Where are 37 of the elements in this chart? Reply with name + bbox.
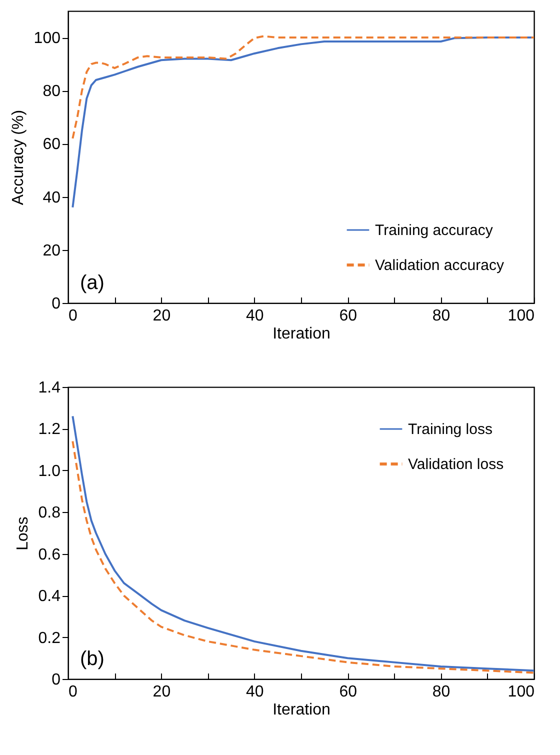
x-tick-label: 20 xyxy=(152,684,171,700)
legend-label: Validation loss xyxy=(408,456,504,473)
x-tick-label: 20 xyxy=(152,308,171,324)
annotation: (a) xyxy=(80,272,104,294)
y-tick-label: 0 xyxy=(52,296,61,312)
x-tick-label: 60 xyxy=(339,308,358,324)
legend-label: Training loss xyxy=(408,421,492,438)
y-tick-label: 80 xyxy=(42,83,61,100)
y-tick-label: 0.4 xyxy=(38,588,61,606)
y-tick-label: 1.0 xyxy=(38,462,61,480)
annotation: (b) xyxy=(80,648,104,670)
y-tick-label: 100 xyxy=(34,30,61,48)
y-tick-label: 0.8 xyxy=(38,504,61,522)
y-tick-label: 40 xyxy=(42,189,61,206)
line-series xyxy=(72,35,535,140)
legend-label: Validation accuracy xyxy=(375,257,504,274)
x-tick-label: 0 xyxy=(68,684,78,700)
x-tick-label: 80 xyxy=(432,684,450,700)
y-tick-label: 1.4 xyxy=(38,380,61,396)
x-tick-label: 100 xyxy=(508,684,535,700)
y-tick-label: 0.2 xyxy=(38,630,61,647)
y-tick-label: 0.6 xyxy=(38,546,61,564)
legend-label: Training accuracy xyxy=(375,222,494,239)
y-tick-label: 1.2 xyxy=(38,421,61,438)
x-tick-label: 60 xyxy=(339,684,358,700)
x-tick-label: 80 xyxy=(432,308,450,324)
y-tick-label: 60 xyxy=(42,136,61,154)
x-tick-label: 40 xyxy=(246,684,264,700)
x-tick-label: 0 xyxy=(68,308,78,324)
y-axis-title: Loss xyxy=(14,516,32,550)
y-tick-label: 20 xyxy=(42,242,61,260)
x-axis-title: Iteration xyxy=(272,702,330,718)
x-tick-label: 40 xyxy=(246,308,264,324)
x-axis-title: Iteration xyxy=(272,326,330,342)
y-tick-label: 0 xyxy=(52,672,61,688)
x-tick-label: 100 xyxy=(508,308,535,324)
y-axis-title: Accuracy (%) xyxy=(10,110,27,206)
